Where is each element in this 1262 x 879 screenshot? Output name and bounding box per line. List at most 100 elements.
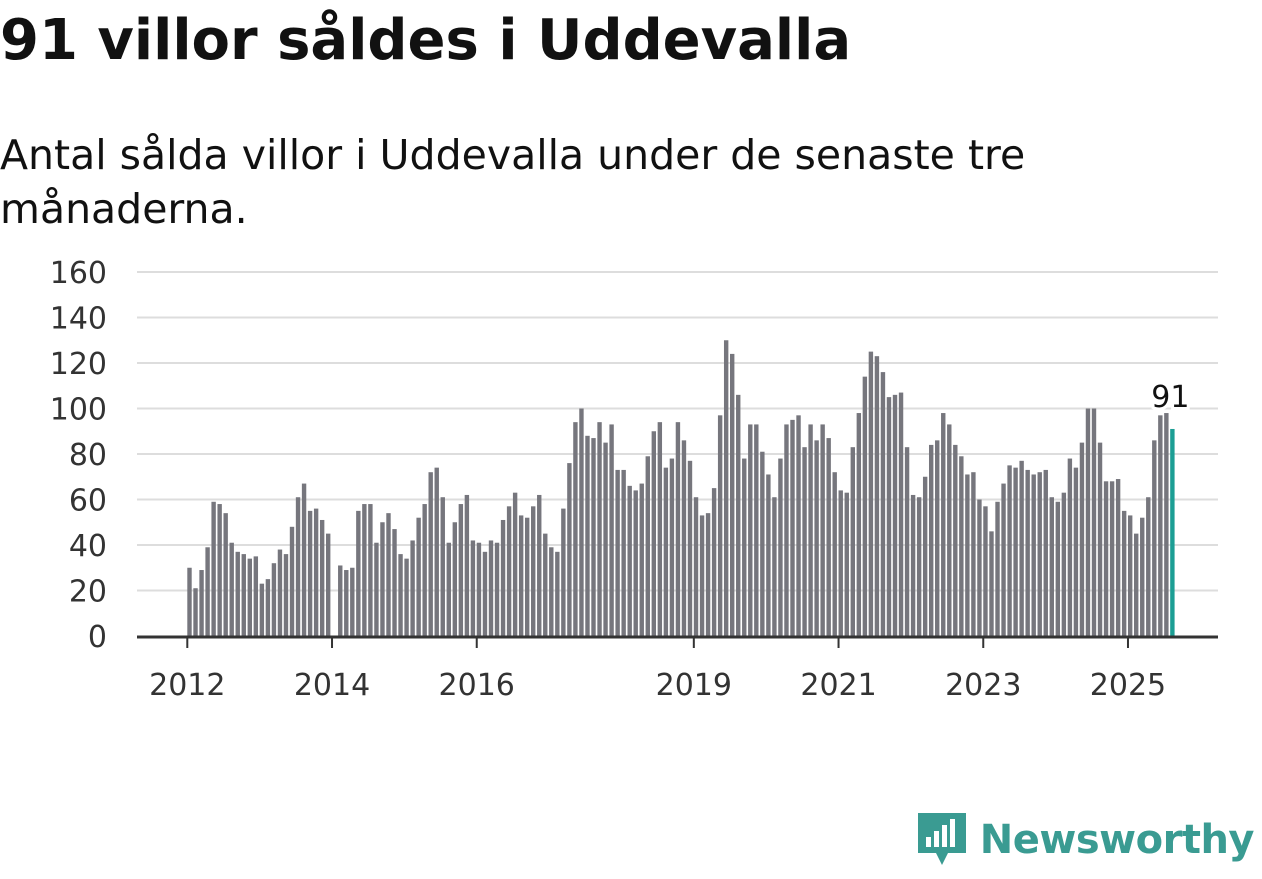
bar [814, 440, 819, 636]
x-tick-label: 2021 [800, 668, 876, 703]
bar [850, 447, 855, 636]
bar [446, 542, 451, 636]
bar [307, 510, 313, 636]
bar [416, 517, 421, 636]
highlight-value-label: 91 [1151, 380, 1189, 415]
bar [193, 588, 198, 636]
bar [217, 504, 222, 636]
bar [422, 504, 427, 636]
bar [1001, 483, 1006, 636]
bar [452, 522, 458, 636]
bar [1158, 415, 1163, 636]
bar [603, 442, 608, 636]
bar [531, 506, 536, 636]
y-axis: 0 20 40 60 80 100 120 140 160 [50, 256, 107, 655]
bar [693, 497, 699, 636]
bar [344, 570, 349, 636]
bar [591, 438, 596, 636]
bar [398, 554, 403, 636]
bar [832, 472, 837, 636]
bar [277, 549, 283, 636]
bar [705, 513, 711, 636]
bar [338, 565, 343, 636]
bar [687, 460, 693, 636]
bar [235, 551, 240, 636]
bar [820, 424, 825, 636]
bar [772, 497, 777, 636]
bar [621, 469, 626, 636]
bar [699, 515, 705, 636]
y-tick-label: 160 [50, 256, 107, 291]
bar [663, 467, 669, 636]
bar [916, 497, 922, 636]
bar [959, 456, 964, 636]
bar [205, 547, 210, 636]
bar [350, 567, 355, 636]
bar [229, 542, 234, 636]
bar [983, 506, 988, 636]
bars [187, 340, 1175, 636]
bar [1031, 474, 1036, 636]
bar [555, 551, 560, 636]
x-tick-label: 2025 [1090, 668, 1166, 703]
bar [796, 415, 801, 636]
annotations: 91 [1148, 377, 1192, 418]
bar [669, 458, 675, 636]
chart-title: 91 villor såldes i Uddevalla [0, 8, 852, 73]
bar [645, 456, 650, 636]
bar [325, 533, 331, 636]
bar [971, 472, 976, 636]
bar [1007, 465, 1012, 636]
bar [187, 567, 192, 636]
bar [579, 408, 584, 636]
bar [271, 563, 277, 636]
bar [356, 510, 361, 636]
bar [543, 533, 548, 636]
bar [1103, 481, 1109, 636]
y-tick-label: 0 [88, 620, 107, 655]
bar [995, 501, 1000, 636]
bar [627, 485, 632, 636]
bar [1019, 460, 1024, 636]
bar [730, 353, 735, 636]
bar [910, 494, 916, 636]
bar [808, 424, 813, 636]
bar [500, 519, 506, 636]
bar [868, 351, 874, 636]
x-tick-label: 2014 [294, 668, 370, 703]
bar [241, 554, 246, 636]
bar [253, 556, 259, 636]
bar [537, 494, 542, 636]
bar [892, 394, 898, 636]
bar [977, 499, 982, 636]
bar [1049, 497, 1054, 636]
bar [826, 438, 831, 636]
bar [506, 506, 512, 636]
bar [410, 540, 415, 636]
bar [368, 504, 373, 636]
bar [440, 497, 445, 636]
bar [784, 424, 789, 636]
bar [1164, 413, 1169, 636]
bar [301, 483, 307, 636]
x-tick-label: 2012 [149, 668, 225, 703]
bar [1115, 479, 1121, 636]
bar [434, 467, 439, 636]
bar [1085, 408, 1091, 636]
bar [935, 440, 940, 636]
bar [223, 513, 228, 636]
bar [283, 554, 289, 636]
bar [1140, 517, 1145, 636]
bar [953, 444, 958, 636]
bar [989, 531, 994, 636]
bar [639, 483, 644, 636]
bar [597, 422, 602, 636]
bar [259, 583, 265, 636]
bar [675, 422, 681, 636]
bar [1079, 442, 1085, 636]
bar [880, 372, 886, 636]
bar [657, 422, 663, 636]
bar [941, 413, 946, 636]
bar [886, 397, 892, 636]
bar [458, 504, 464, 636]
